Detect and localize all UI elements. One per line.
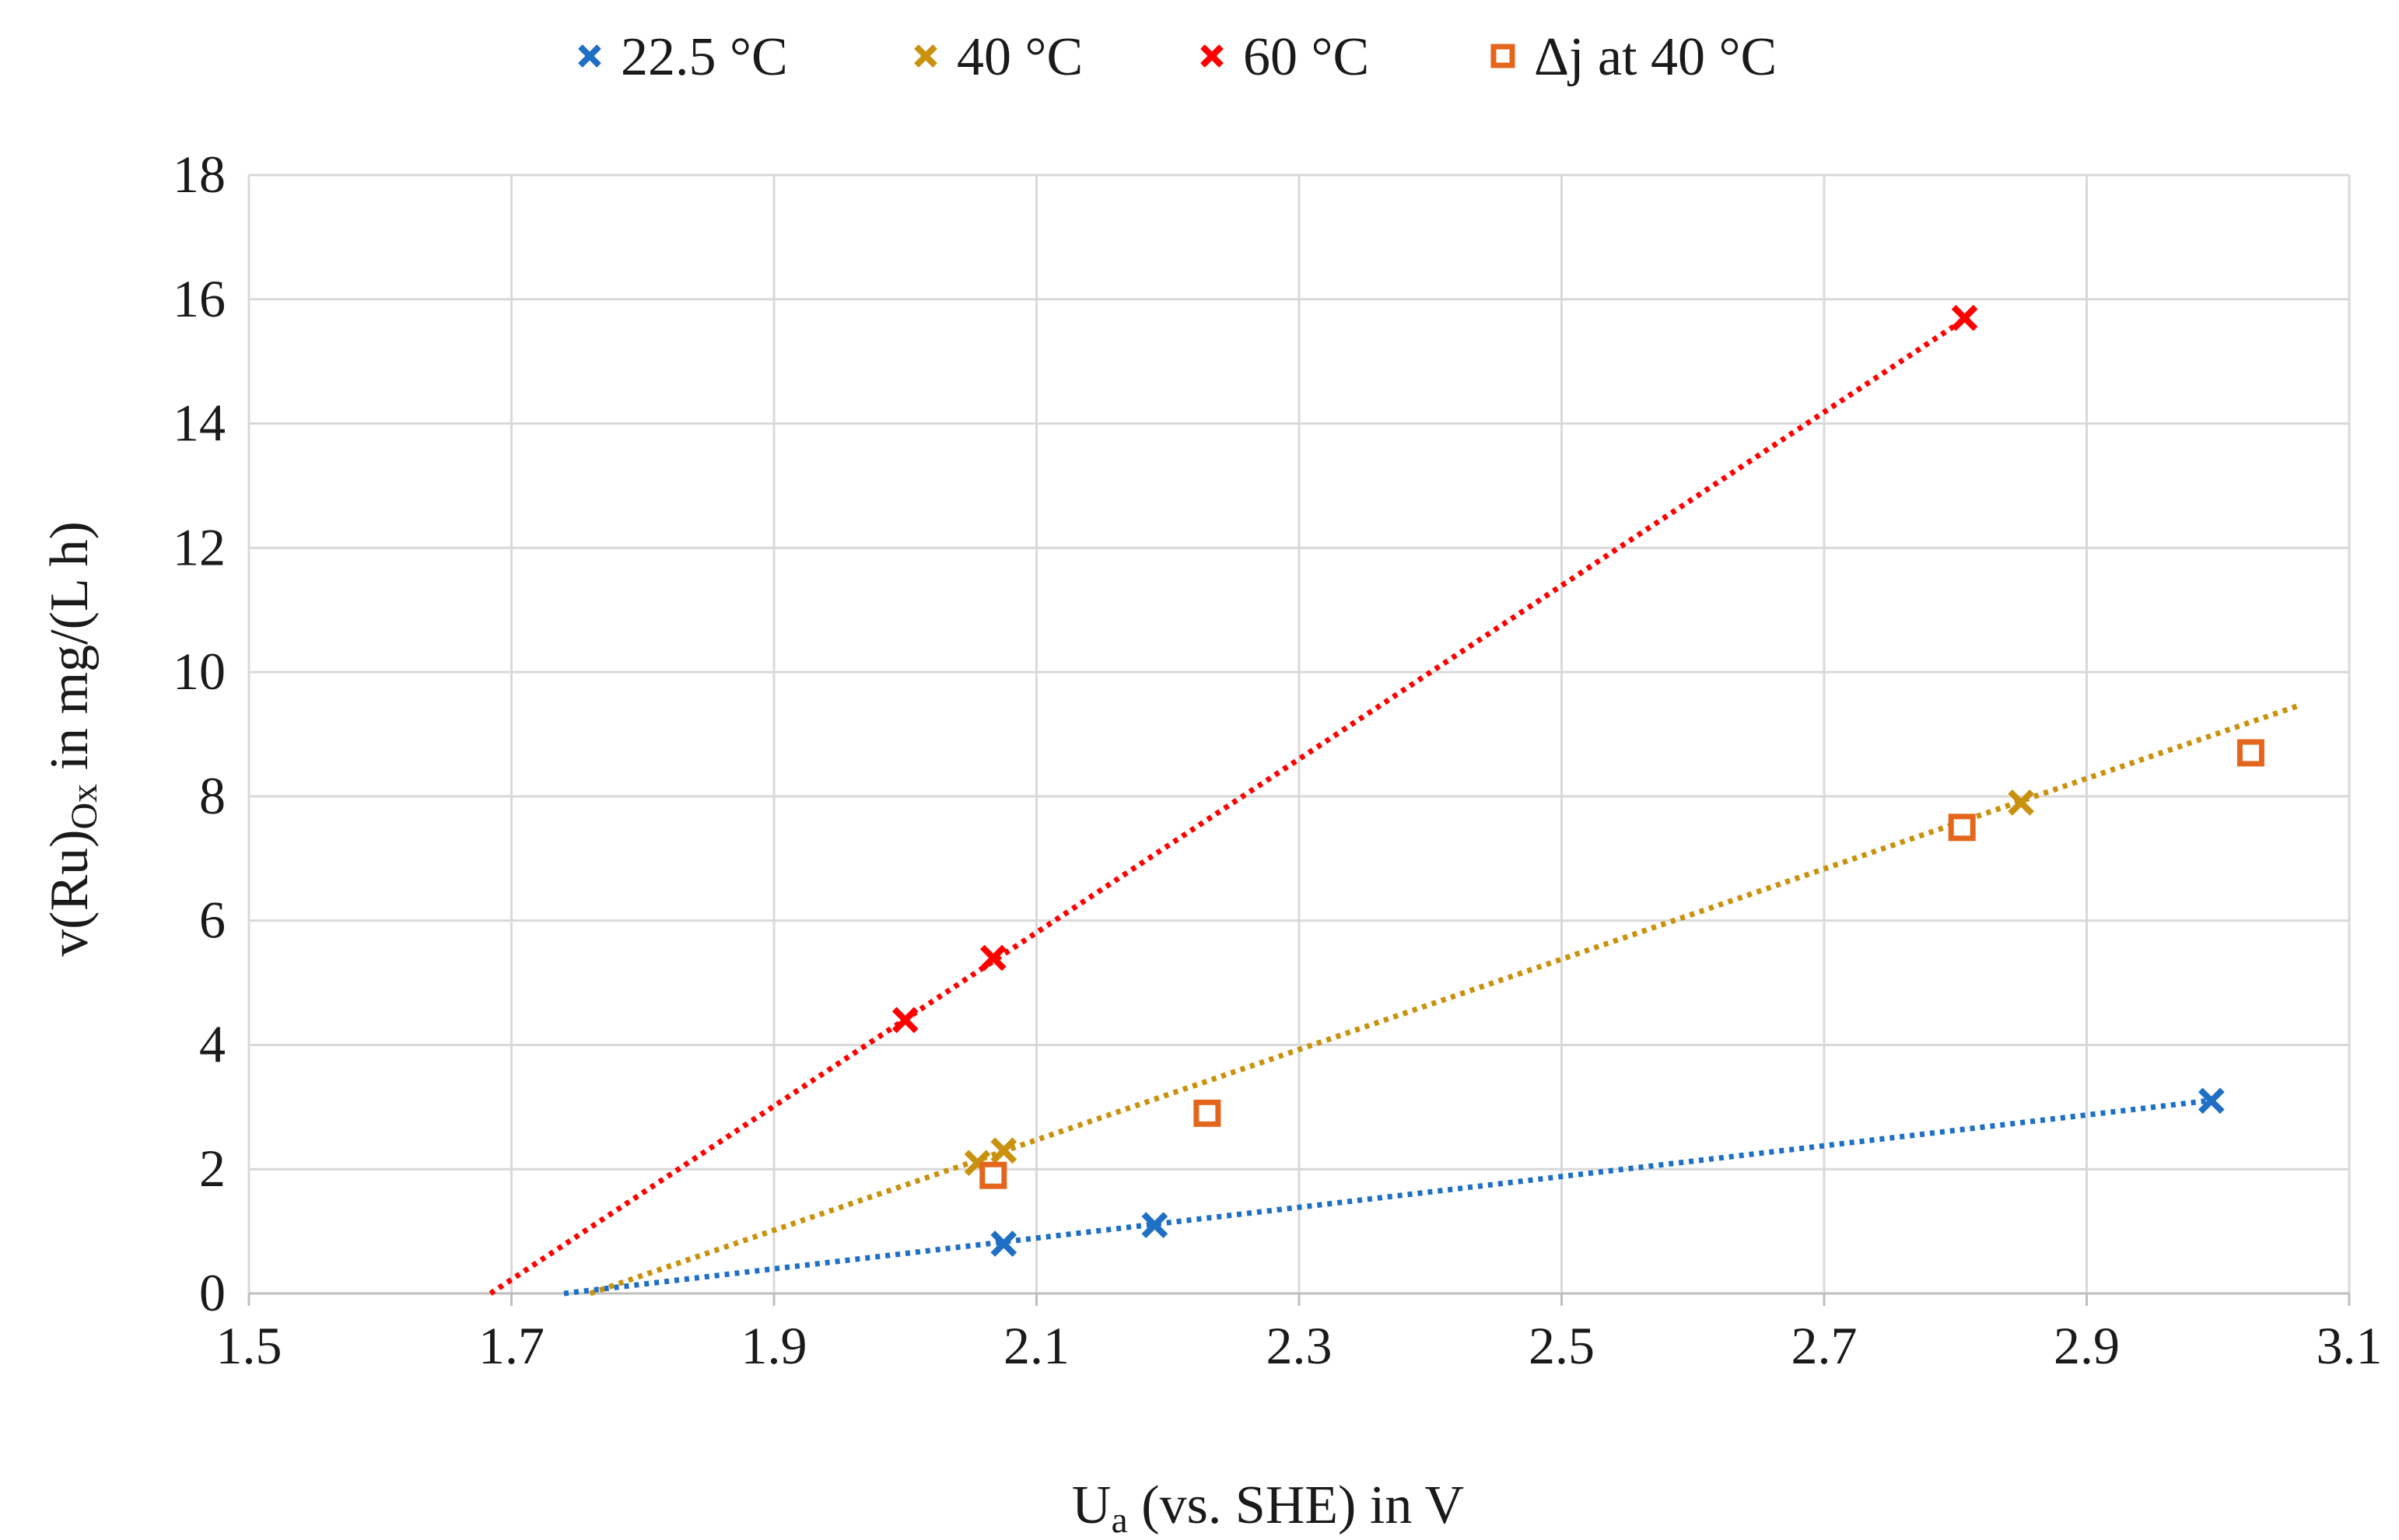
y-tick-labels: 0 2 4 6 8 10 12 14 16 18	[173, 145, 226, 1322]
marker-stroke	[2198, 1087, 2225, 1115]
trendlines	[489, 314, 2298, 1297]
marker-stroke	[964, 1150, 991, 1177]
x-tick-label: 3.1	[2317, 1316, 2383, 1375]
axes	[247, 1292, 2351, 1306]
marker-stroke	[1951, 304, 1978, 331]
x-axis-title-sub: a	[1111, 1500, 1127, 1540]
legend-label: 40 °C	[957, 27, 1083, 87]
x-tick-label: 2.7	[1791, 1316, 1858, 1375]
data-point-series-2	[1951, 304, 1978, 331]
data-point-series-3	[1193, 1099, 1221, 1127]
y-axis-title-rest: in mg/(L h)	[40, 521, 100, 784]
y-tick-label: 6	[199, 891, 226, 950]
trendline-series-2	[489, 314, 1970, 1296]
marker-stroke	[1200, 44, 1224, 68]
x-tick-label: 2.5	[1529, 1316, 1595, 1375]
legend-marker	[1490, 44, 1515, 68]
data-point-series-3	[2236, 739, 2264, 767]
marker-stroke	[990, 1137, 1017, 1164]
legend-item-1: 40 °C	[914, 27, 1083, 87]
x-tick-label: 2.1	[1003, 1316, 1070, 1375]
marker-stroke	[914, 44, 937, 68]
marker-stroke	[1141, 1212, 1168, 1238]
data-point-series-0	[990, 1230, 1017, 1257]
y-tick-label: 18	[173, 145, 226, 204]
data-points	[891, 304, 2264, 1257]
x-tick-label: 2.9	[2054, 1316, 2120, 1375]
y-axis-title-main: v(Ru)	[40, 830, 100, 957]
data-point-series-0	[2198, 1087, 2225, 1115]
marker-square	[2236, 739, 2264, 767]
marker-stroke	[990, 1230, 1017, 1257]
trendline-series-0	[563, 1097, 2219, 1297]
data-point-series-3	[979, 1161, 1007, 1189]
x-axis-title-main: U	[1072, 1475, 1112, 1535]
x-axis-title: Ua (vs. SHE) in V	[1072, 1475, 1464, 1540]
legend-label: 22.5 °C	[621, 27, 788, 87]
legend-label: 60 °C	[1243, 27, 1369, 87]
data-point-series-3	[1948, 814, 1976, 842]
y-tick-label: 0	[199, 1263, 226, 1322]
marker-stroke	[891, 1006, 919, 1034]
legend-marker	[1200, 44, 1224, 68]
y-tick-label: 12	[173, 517, 226, 576]
marker-stroke	[578, 44, 601, 68]
legend-marker	[914, 44, 937, 68]
x-tick-labels: 1.5 1.7 1.9 2.1 2.3 2.5 2.7 2.9 3.1	[216, 1316, 2383, 1375]
y-tick-label: 8	[199, 766, 226, 825]
x-tick-label: 2.3	[1266, 1316, 1333, 1375]
y-tick-label: 10	[173, 642, 226, 701]
data-point-series-2	[979, 944, 1007, 971]
y-tick-label: 14	[173, 394, 226, 453]
legend-marker	[578, 44, 601, 68]
marker-square	[1193, 1099, 1221, 1127]
data-point-series-0	[1141, 1212, 1168, 1238]
marker-stroke	[2008, 789, 2034, 816]
y-tick-label: 16	[173, 269, 226, 328]
data-point-series-1	[2008, 789, 2034, 816]
legend-item-3: Δj at 40 °C	[1490, 27, 1777, 87]
y-axis-title-sub: Ox	[64, 784, 105, 830]
data-point-series-1	[990, 1137, 1017, 1164]
marker-square	[1948, 814, 1976, 842]
legend: 22.5 °C 40 °C 60 °C Δj at 40 °C	[578, 27, 1777, 87]
y-axis-title: v(Ru)Ox in mg/(L h)	[40, 521, 105, 957]
y-tick-label: 4	[199, 1014, 226, 1073]
data-point-series-2	[891, 1006, 919, 1034]
marker-stroke	[979, 944, 1007, 971]
legend-item-0: 22.5 °C	[578, 27, 788, 87]
legend-item-2: 60 °C	[1200, 27, 1369, 87]
x-axis-title-rest: (vs. SHE) in V	[1128, 1475, 1464, 1535]
trendline-series-1	[589, 703, 2298, 1297]
x-tick-label: 1.9	[741, 1316, 807, 1375]
marker-square	[979, 1161, 1007, 1189]
legend-label: Δj at 40 °C	[1534, 27, 1777, 87]
gridlines	[247, 173, 2351, 1293]
y-tick-label: 2	[199, 1139, 226, 1198]
marker-square	[1490, 44, 1515, 68]
x-tick-label: 1.5	[216, 1316, 282, 1375]
x-tick-label: 1.7	[478, 1316, 545, 1375]
